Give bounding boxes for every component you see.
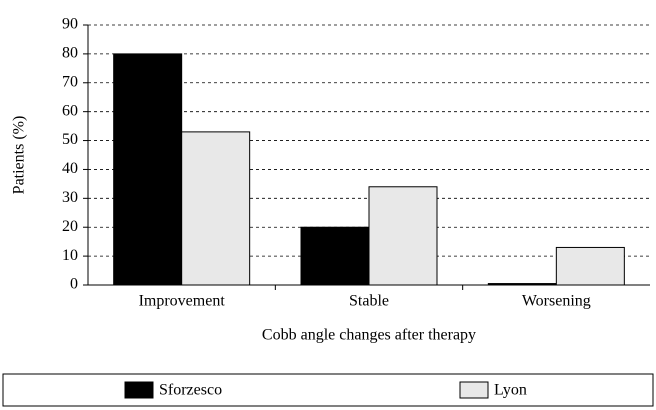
x-axis-title: Cobb angle changes after therapy [262, 327, 476, 344]
bar [555, 246, 625, 286]
y-tick-label: 0 [70, 276, 78, 293]
y-tick-label: 80 [62, 45, 78, 62]
legend-label: Sforzesco [159, 382, 222, 399]
bar [181, 131, 251, 286]
legend-box [2, 373, 654, 407]
bar [113, 53, 183, 286]
y-tick-label: 70 [62, 73, 78, 90]
x-tick-label: Stable [349, 293, 389, 310]
y-tick-label: 30 [62, 189, 78, 206]
y-tick-label: 90 [62, 16, 78, 33]
y-tick-label: 20 [62, 218, 78, 235]
legend-swatch [124, 381, 154, 399]
legend-label: Lyon [494, 382, 527, 399]
bar [368, 186, 438, 286]
legend-swatch [459, 381, 489, 399]
x-tick-label: Improvement [139, 293, 226, 310]
x-tick-label: Worsening [522, 293, 591, 310]
y-axis-title: Patients (%) [11, 116, 28, 195]
y-tick-label: 60 [62, 102, 78, 119]
y-tick-label: 50 [62, 131, 78, 148]
y-tick-label: 40 [62, 160, 78, 177]
y-tick-label: 10 [62, 247, 78, 264]
bar [300, 226, 370, 286]
